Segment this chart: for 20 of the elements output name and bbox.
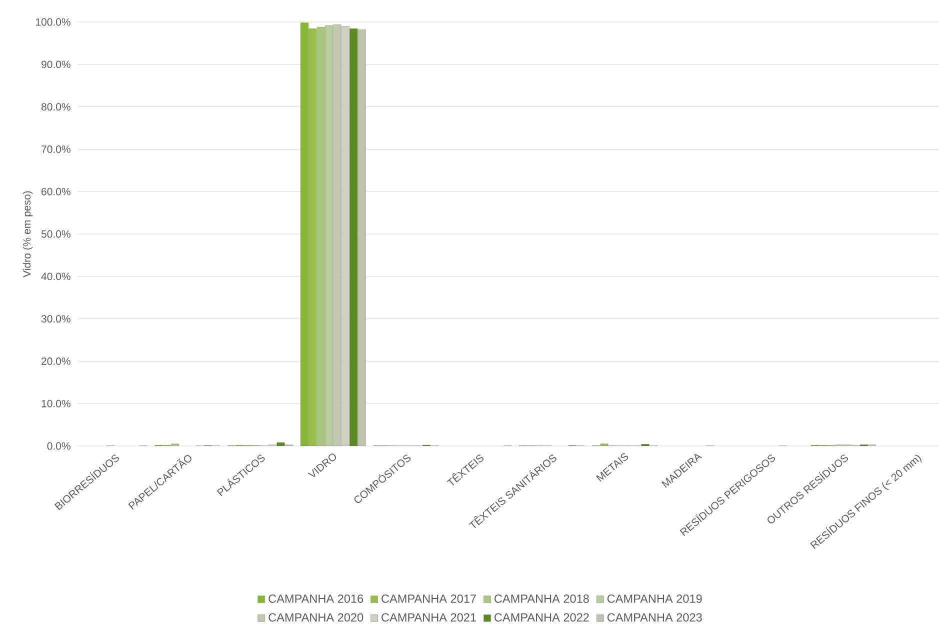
y-tick-label: 10.0% [42,400,70,408]
legend-label: CAMPANHA 2019 [607,594,702,603]
y-tick-label: 100.0% [36,18,70,26]
y-tick-label: 40.0% [41,272,70,280]
y-tick-label: 50.0% [41,230,70,238]
y-tick-label: 80.0% [41,103,70,111]
y-axis-title: Vidro (% em peso) [22,191,33,278]
legend-label: CAMPANHA 2016 [268,594,364,603]
legend-label: CAMPANHA 2017 [382,594,476,603]
legend-label: CAMPANHA 2020 [268,613,364,622]
y-tick-label: 90.0% [42,60,70,68]
legend-label: CAMPANHA 2023 [607,613,702,622]
legend-label: CAMPANHA 2021 [382,613,476,622]
y-tick-label: 0.0% [47,442,70,450]
y-tick-label: 70.0% [42,145,70,153]
y-tick-label: 60.0% [42,188,70,196]
y-tick-label: 30.0% [41,315,70,323]
legend-label: CAMPANHA 2018 [494,594,589,603]
y-tick-label: 20.0% [42,357,70,365]
legend-label: CAMPANHA 2022 [494,613,589,622]
